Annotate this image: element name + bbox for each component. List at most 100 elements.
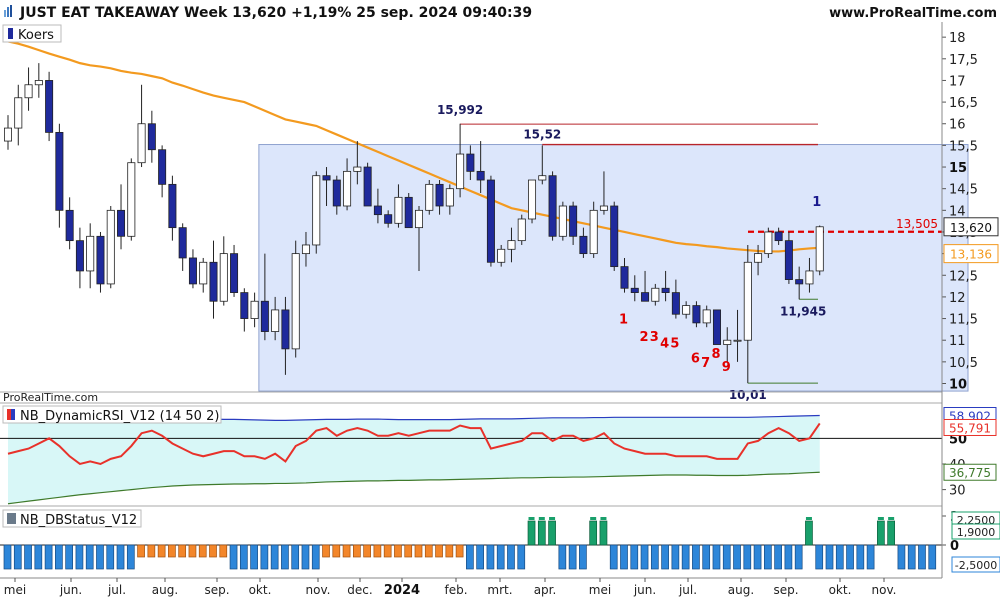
dbstatus-bar-negative bbox=[712, 544, 721, 570]
candle bbox=[343, 158, 352, 211]
candle bbox=[353, 141, 362, 185]
dbstatus-bar-neutral bbox=[342, 544, 351, 558]
candle bbox=[178, 223, 187, 271]
candle bbox=[671, 279, 680, 319]
dbstatus-bar-positive bbox=[599, 520, 608, 546]
rsi-tag-box bbox=[943, 418, 997, 436]
candle-body-down bbox=[466, 153, 475, 172]
candle bbox=[209, 240, 218, 319]
legend-rsi[interactable]: NB_DynamicRSI_V12 (14 50 2) bbox=[2, 405, 222, 424]
candle-body-down bbox=[75, 240, 84, 272]
candle-body-up bbox=[250, 300, 259, 319]
candle-body-up bbox=[497, 248, 506, 263]
dbstatus-bar-neutral bbox=[373, 544, 382, 558]
candle bbox=[86, 223, 95, 289]
rsi-line bbox=[7, 422, 821, 466]
legend-label: NB_DynamicRSI_V12 (14 50 2) bbox=[20, 409, 219, 424]
price-annotation: 11,945 bbox=[780, 304, 826, 318]
price-levels: 13,505 13,620 13,136 bbox=[460, 123, 999, 384]
price-tick-label: 16 bbox=[949, 118, 966, 133]
candle-body-up bbox=[24, 84, 33, 99]
dbstatus-bar-negative bbox=[260, 544, 269, 570]
candle bbox=[579, 227, 588, 258]
candle bbox=[764, 227, 773, 258]
candle-body-down bbox=[332, 179, 341, 207]
candle bbox=[158, 145, 167, 198]
dbstatus-bar-negative bbox=[476, 544, 484, 570]
time-tick-label: sep. bbox=[204, 583, 229, 597]
rsi-band-fill bbox=[8, 415, 820, 504]
candle-body-up bbox=[754, 253, 763, 263]
sequence-counter: 1 bbox=[619, 313, 628, 328]
price-tick-label: 15,5 bbox=[949, 139, 978, 154]
price-tick-label: 10 bbox=[949, 378, 967, 393]
dbstatus-bar-negative bbox=[794, 544, 803, 570]
candle-body-up bbox=[291, 253, 300, 350]
dbstatus-bar-negative bbox=[126, 544, 135, 570]
price-tick-label: 17 bbox=[949, 74, 966, 89]
dbstatus-bar-negative bbox=[661, 544, 669, 570]
candle bbox=[34, 63, 43, 98]
dbstatus-tag-box bbox=[951, 556, 1000, 573]
price-panel: 1010,51111,51212,51313,51414,51515,51616… bbox=[2, 24, 999, 402]
candle-body-down bbox=[240, 292, 249, 319]
candle-body-up bbox=[219, 253, 228, 302]
time-tick-label: jul. bbox=[678, 583, 697, 597]
candle-body-down bbox=[630, 287, 639, 293]
dbstatus-bar-negative bbox=[3, 544, 12, 570]
dbstatus-bar-negative bbox=[44, 544, 53, 570]
dbstatus-bar-cap bbox=[549, 517, 556, 520]
candle bbox=[96, 231, 105, 293]
dbstatus-bar-cap bbox=[877, 517, 884, 520]
legend-koers[interactable]: Koers bbox=[2, 24, 62, 43]
candle-body-up bbox=[651, 287, 660, 302]
moving-average-line bbox=[7, 40, 820, 253]
candle bbox=[414, 206, 423, 271]
dbstatus-bar-neutral bbox=[188, 544, 197, 558]
candle bbox=[610, 201, 619, 271]
candle-body-down bbox=[774, 231, 783, 242]
dbstatus-bar-negative bbox=[96, 544, 104, 570]
legend-label: Koers bbox=[18, 28, 54, 43]
sequence-counter: 2 bbox=[640, 330, 649, 345]
candle bbox=[24, 67, 33, 111]
candle-body-down bbox=[158, 149, 167, 185]
candle-body-down bbox=[661, 287, 670, 293]
site-link[interactable]: www.ProRealTime.com bbox=[829, 6, 997, 21]
candle-body-up bbox=[558, 205, 567, 237]
candle bbox=[569, 201, 578, 245]
price-tick-label: 18 bbox=[949, 31, 966, 46]
legend-dbstatus[interactable]: NB_DBStatus_V12 bbox=[2, 509, 142, 528]
sequence-counter: 4 bbox=[660, 336, 669, 351]
candle bbox=[75, 227, 84, 289]
dbstatus-bar-negative bbox=[918, 544, 926, 570]
rsi-level-label: 50 bbox=[949, 432, 967, 447]
dbstatus-bar-negative bbox=[301, 544, 310, 570]
dbstatus-tick-label: 0 bbox=[950, 539, 959, 554]
rsi-tick-label: 30 bbox=[949, 484, 966, 499]
dbstatus-tag: -2,5000 bbox=[955, 559, 997, 572]
candle bbox=[55, 123, 64, 228]
dbstatus-bar-negative bbox=[928, 544, 937, 570]
candle bbox=[712, 309, 721, 345]
candle-body-down bbox=[117, 209, 126, 237]
candle bbox=[620, 257, 629, 293]
price-annotation: 15,52 bbox=[523, 128, 561, 142]
price-tick-label: 12 bbox=[949, 291, 966, 306]
rsi-tag-box bbox=[943, 463, 997, 481]
candle bbox=[774, 227, 783, 245]
candle bbox=[219, 236, 228, 306]
dbstatus-bar-positive bbox=[805, 520, 813, 546]
candle-body-up bbox=[301, 244, 310, 255]
candle-body-down bbox=[373, 205, 382, 216]
dbstatus-bar-negative bbox=[466, 544, 474, 570]
candle bbox=[538, 145, 547, 185]
candle-body-up bbox=[589, 209, 598, 255]
candle-body-down bbox=[260, 300, 269, 332]
candle-body-up bbox=[723, 339, 732, 345]
candle-body-up bbox=[445, 188, 454, 207]
candle bbox=[384, 210, 393, 228]
dbstatus-bar-negative bbox=[692, 544, 700, 570]
